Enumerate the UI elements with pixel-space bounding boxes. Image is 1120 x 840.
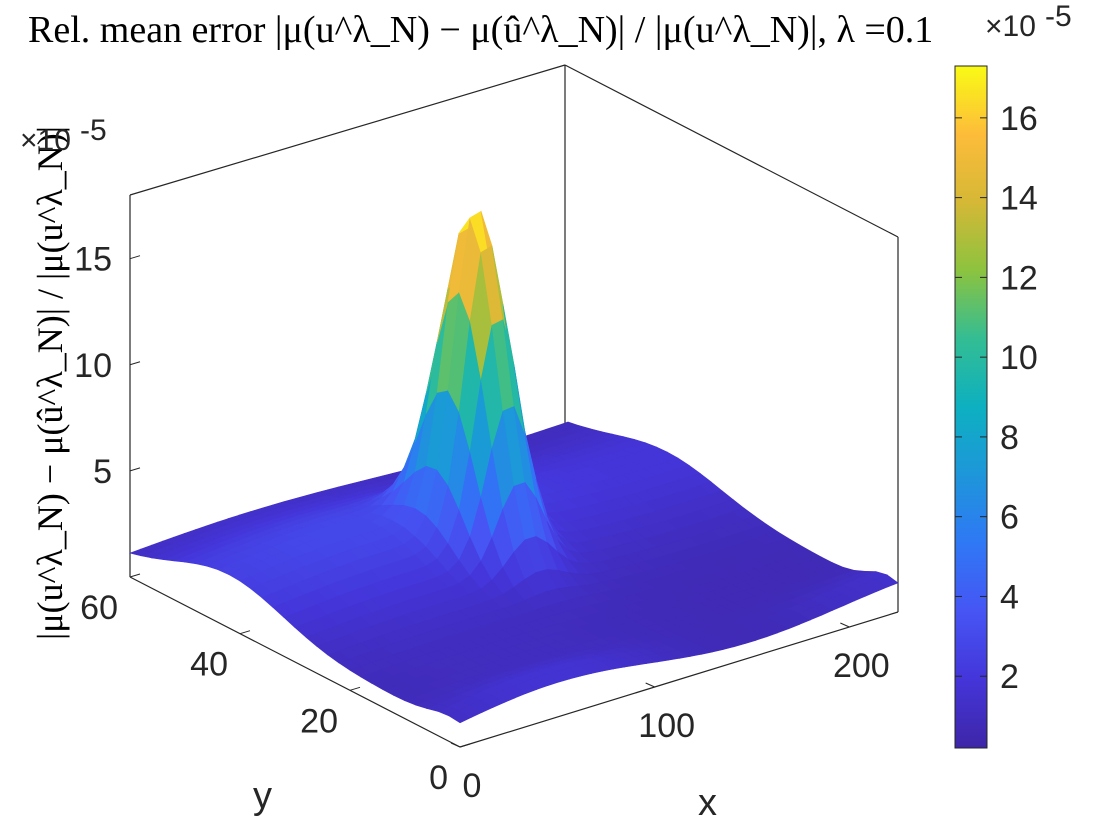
y-axis-ticks: 0 20 40 60	[80, 573, 471, 797]
y-axis-label: y	[253, 775, 272, 817]
z-axis-label: |μ(u^λ_N) − μ(û^λ_N)| / |μ(u^λ_N)|	[30, 126, 70, 640]
x-tick-label: 200	[833, 647, 890, 685]
svg-text:-5: -5	[80, 114, 107, 147]
x-axis-label: x	[698, 782, 717, 824]
svg-text:×10: ×10	[985, 10, 1036, 43]
y-tick-mark	[239, 630, 251, 635]
colorbar-tick-label: 10	[1000, 339, 1038, 377]
z-tick-label: 10	[74, 347, 112, 385]
y-tick-label: 0	[429, 759, 448, 797]
z-axis-exponent: ×10 -5	[20, 114, 107, 157]
svg-text:×10: ×10	[20, 124, 71, 157]
colorbar-tick-label: 2	[1000, 658, 1019, 696]
z-axis-ticks: 5 10 15	[74, 241, 141, 491]
x-tick-label: 0	[463, 767, 482, 805]
y-tick-mark	[349, 686, 361, 691]
y-tick-mark	[129, 573, 141, 578]
z-tick-mark	[129, 467, 141, 472]
x-tick-mark	[840, 622, 850, 628]
colorbar-exponent: ×10 -5	[985, 0, 1072, 43]
colorbar-tick-label: 8	[1000, 419, 1019, 457]
svg-text:-5: -5	[1045, 0, 1072, 33]
colorbar-tick-label: 14	[1000, 180, 1038, 218]
x-tick-mark	[450, 742, 461, 748]
colorbar	[954, 65, 988, 749]
surface-patch	[875, 574, 899, 588]
x-tick-mark	[645, 682, 655, 688]
z-tick-label: 15	[74, 241, 112, 279]
y-tick-label: 20	[300, 702, 338, 740]
z-tick-mark	[129, 255, 141, 260]
x-axis-ticks: 0 100 200	[450, 622, 890, 805]
error-surface	[128, 210, 899, 724]
x-tick-label: 100	[638, 707, 695, 745]
colorbar-ticks: 2 4 6 8 10 12 14 16	[955, 100, 1038, 696]
z-tick-label: 5	[93, 453, 112, 491]
y-tick-label: 60	[80, 589, 118, 627]
y-tick-label: 40	[190, 646, 228, 684]
chart-title: Rel. mean error |μ(u^λ_N) − μ(û^λ_N)| / …	[28, 9, 933, 51]
y-tick-mark	[459, 743, 471, 748]
colorbar-tick-label: 4	[1000, 578, 1019, 616]
colorbar-tick-label: 16	[1000, 100, 1038, 138]
colorbar-tick-label: 6	[1000, 499, 1019, 537]
colorbar-tick-label: 12	[1000, 259, 1038, 297]
z-tick-mark	[129, 361, 141, 366]
